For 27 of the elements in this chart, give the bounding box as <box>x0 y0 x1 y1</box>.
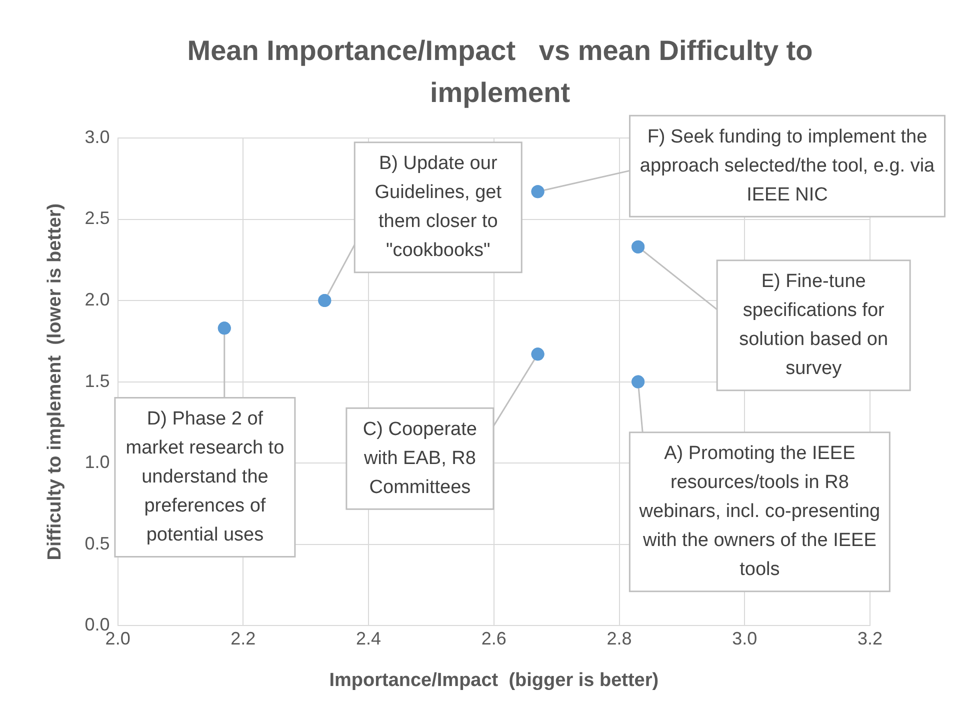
annotation: E) Fine-tune specifications for solution based on survey <box>739 271 888 380</box>
annotation: C) Cooperate with EAB, R8 Committees <box>362 418 477 498</box>
y-axis-title: Difficulty to implement (lower is better) <box>44 203 66 560</box>
y-tick-label: 1.5 <box>84 370 110 391</box>
y-tick-label: 0.5 <box>84 533 110 554</box>
chart-title: Mean Importance/Impact vs mean Difficulty to implement <box>186 34 814 110</box>
point <box>531 348 544 361</box>
x-tick-label: 2.2 <box>230 628 256 648</box>
y-tick-label: 2.5 <box>84 208 110 228</box>
y-tick-label: 2.0 <box>84 290 110 310</box>
annotation: B) Update our Guidelines, get them closer to "cookbooks" <box>374 153 502 262</box>
annotation: A) Promoting the IEEE resources/tools in R8 webinars, incl. co-presenting with the owners of the IEEE tools <box>638 443 880 580</box>
y-tick-label: 3.0 <box>84 126 110 147</box>
point <box>531 185 544 198</box>
x-tick-label: 2.6 <box>481 628 506 648</box>
x-tick-label: 3.2 <box>857 628 883 648</box>
y-tick-label: 1.0 <box>84 452 110 472</box>
x-tick-label: 2.4 <box>356 628 382 648</box>
point <box>632 240 645 254</box>
point <box>318 294 332 308</box>
annotation: D) Phase 2 of market research to understand the preferences of potential uses <box>126 408 284 546</box>
point <box>632 375 645 388</box>
x-axis-title: Importance/Impact (bigger is better) <box>329 670 659 691</box>
annotation: F) Seek funding to implement the approach selected/the tool, e.g. via IEEE NIC <box>640 126 936 206</box>
x-tick-label: 3.0 <box>732 628 758 648</box>
point <box>218 322 231 335</box>
x-tick-label: 2.8 <box>606 628 632 648</box>
